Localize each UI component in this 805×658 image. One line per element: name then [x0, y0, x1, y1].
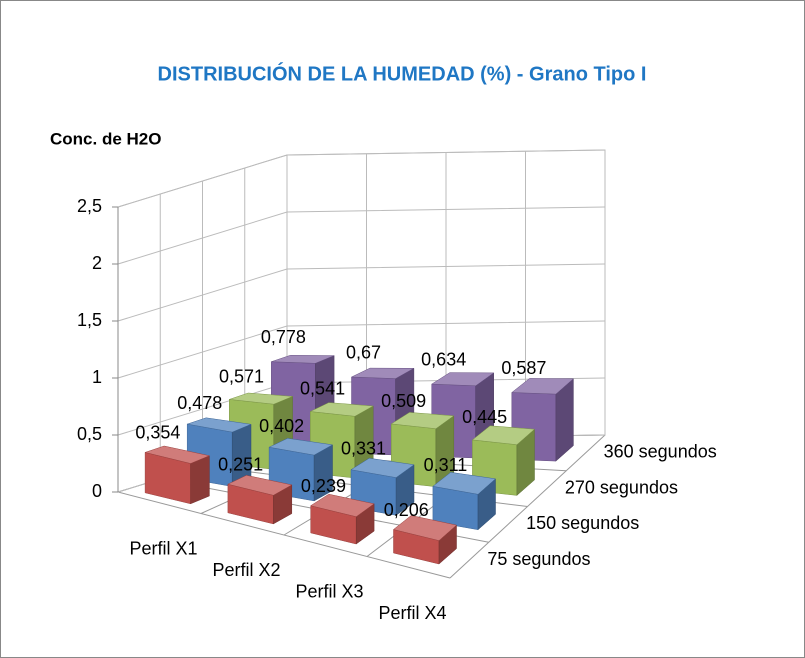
bar-top [350, 457, 415, 478]
data-label: 0,445 [462, 407, 507, 427]
y-tick-label: 0,5 [77, 424, 102, 444]
x-tick-label: Perfil X2 [212, 560, 280, 580]
y-tick-label: 2 [92, 253, 102, 273]
floor-line [449, 434, 606, 579]
grid-line [117, 263, 606, 322]
data-label: 0,331 [341, 438, 386, 458]
x-tick-label: Perfil X1 [129, 539, 197, 559]
data-label: 0,478 [177, 393, 222, 413]
data-label: 0,778 [261, 327, 306, 347]
bar-top [390, 412, 455, 429]
y-tick-label: 2,5 [77, 196, 102, 216]
y-tick-label: 1 [92, 367, 102, 387]
x-tick-label: Perfil X3 [295, 582, 363, 602]
y-tick-label: 1,5 [77, 310, 102, 330]
grid-line [117, 206, 606, 265]
bar-top [271, 355, 335, 364]
data-label: 0,251 [218, 455, 263, 475]
depth-tick-label: 75 segundos [487, 549, 590, 569]
bar-top [511, 378, 575, 395]
data-label: 0,571 [219, 367, 264, 387]
data-label: 0,311 [424, 455, 468, 475]
bar-top [392, 515, 458, 541]
data-label: 0,402 [259, 416, 304, 436]
data-label: 0,354 [135, 423, 180, 443]
bar-top [309, 402, 375, 417]
depth-tick-label: 150 segundos [526, 513, 639, 533]
data-label: 0,239 [301, 476, 346, 496]
bar-top [268, 438, 334, 456]
bar-side [190, 455, 210, 505]
bar-top [471, 425, 536, 445]
data-label: 0,206 [384, 500, 429, 520]
data-label: 0,587 [501, 358, 546, 378]
bar-top [144, 445, 211, 464]
bar-top [430, 372, 495, 387]
x-tick-label: Perfil X4 [378, 603, 446, 623]
chart-title: DISTRIBUCIÓN DE LA HUMEDAD (%) - Grano T… [158, 61, 647, 85]
bar-top [351, 367, 415, 379]
grid-line [117, 320, 606, 379]
bar-top [187, 417, 252, 433]
depth-tick-label: 270 segundos [565, 477, 678, 497]
bar-top [310, 493, 375, 517]
data-label: 0,634 [421, 350, 466, 370]
bar-top [432, 472, 497, 495]
data-label: 0,67 [346, 343, 381, 363]
y-axis-label: Conc. de H2O [50, 129, 161, 148]
grid-line [117, 149, 606, 208]
bar-top [229, 392, 293, 405]
data-label: 0,541 [300, 379, 345, 399]
bar-top [227, 475, 293, 496]
depth-tick-label: 360 segundos [604, 442, 717, 462]
data-label: 0,509 [381, 391, 426, 411]
y-tick-label: 0 [92, 481, 102, 501]
